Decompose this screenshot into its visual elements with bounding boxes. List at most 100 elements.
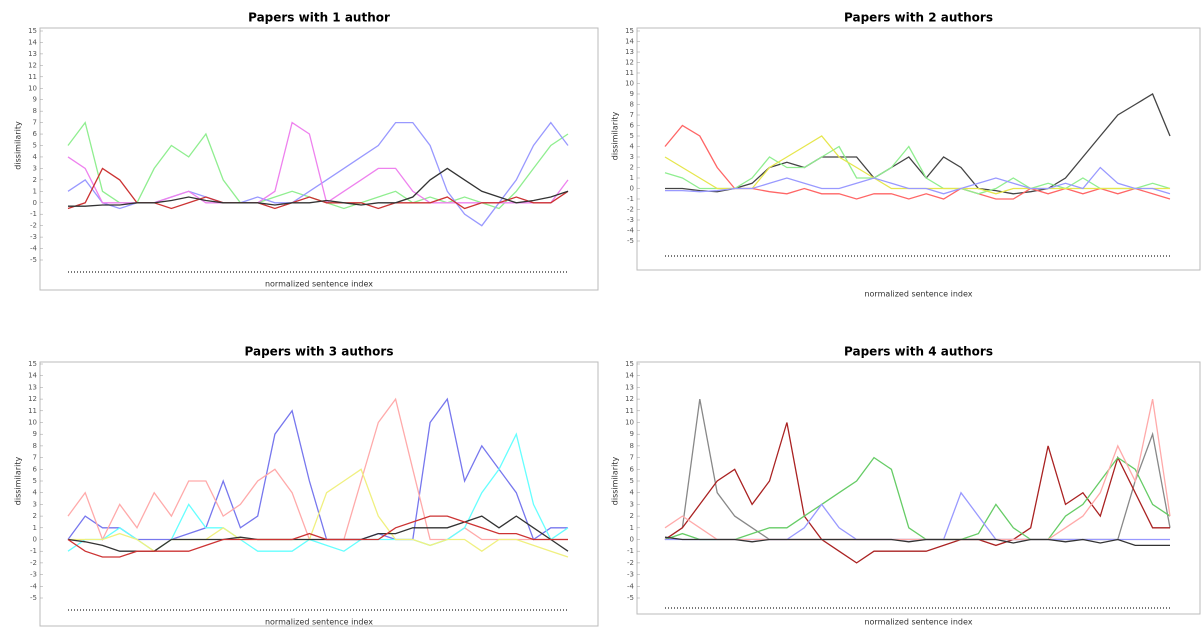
y-tick-label: 4 bbox=[630, 143, 635, 151]
y-tick-label: 9 bbox=[630, 90, 634, 98]
y-tick-label: 12 bbox=[28, 61, 37, 69]
y-tick-label: 10 bbox=[28, 84, 37, 92]
y-tick-label: -3 bbox=[627, 216, 634, 224]
y-tick-label: 0 bbox=[630, 185, 634, 193]
y-tick-label: 0 bbox=[630, 536, 634, 544]
plot-frame bbox=[39, 361, 599, 627]
chart-title: Papers with 2 authors bbox=[844, 11, 993, 25]
y-tick-label: 13 bbox=[625, 48, 634, 56]
chart-title: Papers with 4 authors bbox=[844, 345, 993, 359]
y-tick-label: 0 bbox=[33, 536, 37, 544]
y-tick-label: 3 bbox=[33, 164, 37, 172]
x-axis-label: normalized sentence index bbox=[864, 618, 972, 627]
y-tick-label: 0 bbox=[33, 199, 37, 207]
y-tick-label: 6 bbox=[630, 465, 635, 473]
y-tick-label: 12 bbox=[625, 59, 634, 67]
x-axis-label: normalized sentence index bbox=[864, 290, 972, 299]
y-tick-label: 14 bbox=[625, 372, 634, 380]
y-tick-label: 14 bbox=[28, 38, 37, 46]
y-tick-label: 15 bbox=[28, 360, 37, 368]
y-tick-label: 13 bbox=[28, 50, 37, 58]
series-line bbox=[664, 456, 1171, 541]
y-tick-label: 11 bbox=[28, 407, 37, 415]
series-line bbox=[67, 432, 569, 552]
series-line bbox=[664, 145, 1171, 195]
y-tick-label: 4 bbox=[33, 153, 38, 161]
y-tick-label: 5 bbox=[33, 477, 37, 485]
plot-frame bbox=[39, 27, 599, 291]
series-line bbox=[664, 422, 1170, 564]
y-tick-label: 5 bbox=[630, 132, 634, 140]
y-axis-label: dissimilarity bbox=[14, 121, 23, 170]
series-line bbox=[68, 167, 569, 207]
x-axis-label: normalized sentence index bbox=[265, 618, 373, 627]
y-tick-label: 13 bbox=[625, 383, 634, 391]
y-tick-label: 6 bbox=[33, 465, 38, 473]
y-tick-label: 8 bbox=[630, 101, 634, 109]
y-tick-label: 13 bbox=[28, 383, 37, 391]
y-tick-label: 7 bbox=[630, 454, 634, 462]
series-line bbox=[664, 398, 1171, 541]
series-line bbox=[67, 515, 568, 558]
y-tick-label: 9 bbox=[630, 430, 634, 438]
y-tick-label: -2 bbox=[627, 206, 634, 214]
y-tick-label: 1 bbox=[33, 524, 37, 532]
y-tick-label: 2 bbox=[630, 512, 634, 520]
y-tick-label: 14 bbox=[625, 38, 634, 46]
series-line bbox=[664, 398, 1171, 541]
y-tick-label: 7 bbox=[33, 119, 37, 127]
y-tick-label: -1 bbox=[30, 210, 37, 218]
series-line bbox=[67, 515, 569, 552]
series-line bbox=[68, 468, 569, 558]
y-tick-label: 5 bbox=[33, 142, 37, 150]
y-tick-label: 12 bbox=[28, 395, 37, 403]
series-line bbox=[664, 536, 1170, 547]
y-tick-label: 14 bbox=[28, 372, 37, 380]
chart-title: Papers with 1 author bbox=[248, 11, 390, 25]
y-tick-label: 6 bbox=[33, 130, 38, 138]
y-tick-label: 4 bbox=[33, 489, 38, 497]
y-tick-label: 11 bbox=[28, 73, 37, 81]
y-tick-label: 4 bbox=[630, 489, 635, 497]
y-tick-label: 1 bbox=[33, 187, 37, 195]
y-tick-label: 10 bbox=[28, 419, 37, 427]
y-tick-label: -3 bbox=[30, 571, 37, 579]
y-tick-label: 8 bbox=[33, 442, 37, 450]
plot-frame bbox=[636, 27, 1201, 271]
y-tick-label: 8 bbox=[33, 107, 37, 115]
y-tick-label: 9 bbox=[33, 96, 37, 104]
y-tick-label: -5 bbox=[627, 237, 634, 245]
y-tick-label: 10 bbox=[625, 419, 634, 427]
y-tick-label: -2 bbox=[30, 559, 37, 567]
y-tick-label: -1 bbox=[30, 547, 37, 555]
series-line bbox=[665, 491, 1170, 541]
y-tick-label: -4 bbox=[627, 582, 635, 590]
y-tick-label: 15 bbox=[625, 27, 634, 35]
y-tick-label: -4 bbox=[30, 582, 38, 590]
y-tick-label: 6 bbox=[630, 122, 635, 130]
y-tick-label: 7 bbox=[33, 454, 37, 462]
y-tick-label: 15 bbox=[28, 27, 37, 35]
y-tick-label: 3 bbox=[630, 153, 634, 161]
y-tick-label: 5 bbox=[630, 477, 634, 485]
y-axis-label: dissimilarity bbox=[14, 457, 23, 506]
y-tick-label: 2 bbox=[33, 176, 37, 184]
y-tick-label: 1 bbox=[630, 174, 634, 182]
y-tick-label: -1 bbox=[627, 547, 634, 555]
y-tick-label: -3 bbox=[30, 233, 37, 241]
y-tick-label: 2 bbox=[33, 512, 37, 520]
y-tick-label: 10 bbox=[625, 80, 634, 88]
y-tick-label: 2 bbox=[630, 164, 634, 172]
y-tick-label: -5 bbox=[30, 256, 37, 264]
y-axis-label: dissimilarity bbox=[611, 457, 620, 506]
y-tick-label: 3 bbox=[33, 500, 37, 508]
series-line bbox=[665, 166, 1171, 195]
x-axis-label: normalized sentence index bbox=[265, 280, 373, 289]
y-tick-label: -2 bbox=[627, 559, 634, 567]
y-tick-label: -5 bbox=[30, 594, 37, 602]
series-line bbox=[665, 93, 1171, 195]
chart-title: Papers with 3 authors bbox=[245, 345, 394, 359]
y-axis-label: dissimilarity bbox=[611, 112, 620, 161]
y-tick-label: 7 bbox=[630, 111, 634, 119]
